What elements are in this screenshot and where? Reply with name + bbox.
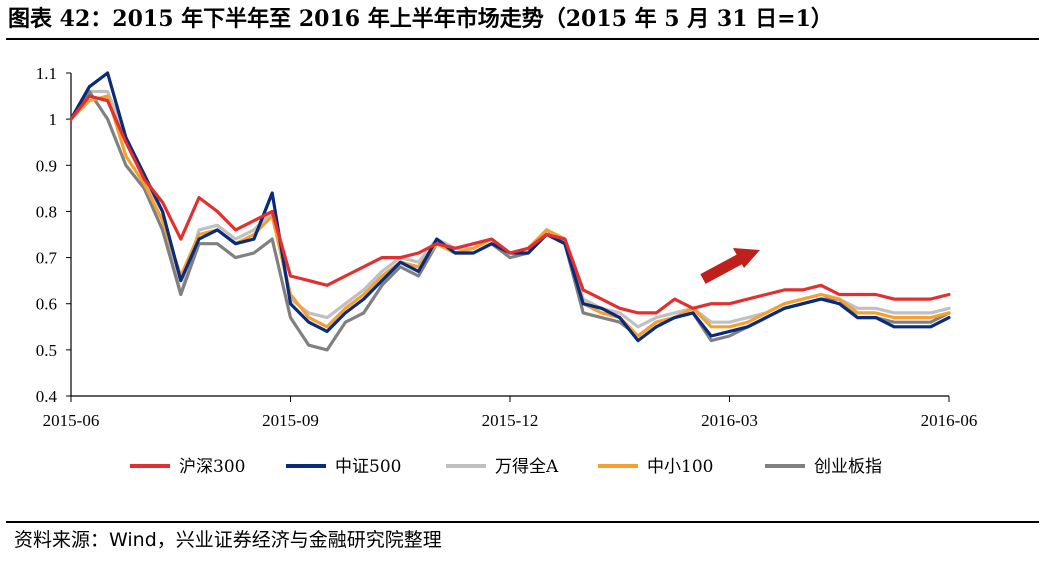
figure-title: 图表 42：2015 年下半年至 2016 年上半年市场走势（2015 年 5 … [8, 6, 833, 32]
source-note: 资料来源：Wind，兴业证券经济与金融研究院整理 [14, 529, 442, 551]
series-line-0 [69, 94, 951, 315]
line-chart: 0.4 0.5 0.6 0.7 0.8 0.9 1 1.1 2015-06 2015-09 2015… [36, 64, 978, 477]
trend-arrow [700, 248, 760, 284]
x-tick-label: 2016-06 [921, 411, 978, 430]
x-tick-label: 2015-06 [43, 411, 100, 430]
x-tick-label: 2015-09 [262, 411, 319, 430]
x-tick-label: 2016-03 [701, 411, 758, 430]
legend-label: 中证500 [335, 457, 401, 477]
y-tick-label: 0.9 [36, 156, 57, 175]
y-tick-label: 0.4 [36, 387, 58, 406]
chart-axes: 0.4 0.5 0.6 0.7 0.8 0.9 1 1.1 2015-06 2015-09 2015… [36, 64, 978, 430]
y-tick-label: 0.5 [36, 341, 57, 360]
series-line-4 [69, 89, 951, 352]
legend-label: 中小100 [647, 457, 713, 477]
y-tick-label: 1.1 [36, 64, 57, 83]
y-tick-label: 0.7 [36, 249, 58, 268]
y-tick-label: 0.8 [36, 202, 57, 221]
source-rule [6, 521, 1039, 523]
title-rule [6, 38, 1039, 40]
legend-label: 沪深300 [179, 457, 245, 477]
trend-arrow-head [733, 248, 760, 268]
chart-series [69, 71, 951, 352]
legend-label: 创业板指 [814, 457, 882, 477]
y-tick-label: 1 [49, 110, 58, 129]
legend-label: 万得全A [495, 457, 559, 477]
y-tick-label: 0.6 [36, 295, 57, 314]
x-tick-label: 2015-12 [482, 411, 539, 430]
series-line-1 [69, 71, 951, 343]
trend-arrow-shaft [700, 253, 745, 284]
chart-legend: 沪深300 中证500 万得全A 中小100 创业板指 [130, 457, 882, 477]
series-line-2 [69, 89, 951, 329]
